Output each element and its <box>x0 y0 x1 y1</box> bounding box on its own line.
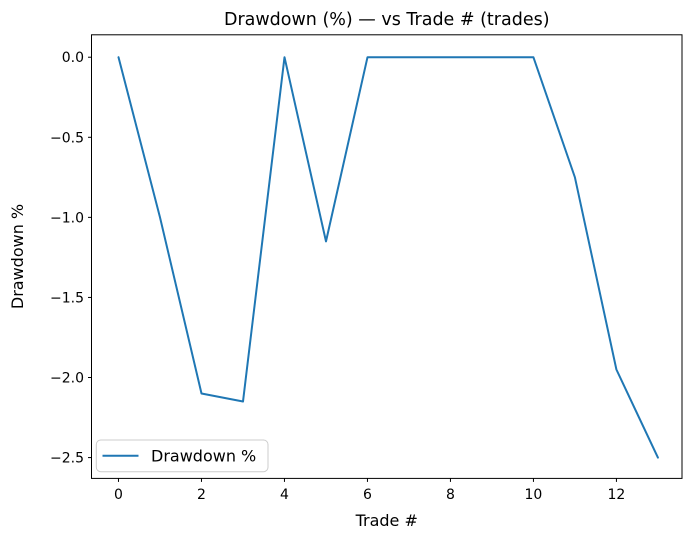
x-tick-label: 2 <box>197 487 206 503</box>
drawdown-line <box>117 56 659 459</box>
plot-area-frame <box>91 34 683 479</box>
y-tick-label: 0.0 <box>62 50 84 66</box>
legend: Drawdown % <box>95 439 269 473</box>
chart-title: Drawdown (%) — vs Trade # (trades) <box>224 10 550 30</box>
y-tick-label: −0.5 <box>50 130 84 146</box>
legend-box <box>95 439 269 473</box>
x-tick-label: 6 <box>363 487 372 503</box>
x-tick-label: 4 <box>280 487 289 503</box>
x-tick-label: 10 <box>525 487 543 503</box>
y-axis-ticks: 0.0 −0.5 −1.0 −1.5 −2.0 −2.5 <box>50 50 92 467</box>
x-tick-label: 12 <box>608 487 626 503</box>
x-axis-label: Trade # <box>355 511 418 530</box>
y-tick-label: −2.0 <box>50 371 84 387</box>
y-tick-label: −1.0 <box>50 210 84 226</box>
legend-label: Drawdown % <box>151 447 256 466</box>
x-tick-label: 8 <box>446 487 455 503</box>
x-axis-ticks: 0 2 4 6 8 10 12 <box>114 478 625 503</box>
y-tick-label: −1.5 <box>50 290 84 306</box>
y-axis-label: Drawdown % <box>8 204 27 309</box>
y-tick-label: −2.5 <box>50 451 84 467</box>
x-tick-label: 0 <box>114 487 123 503</box>
